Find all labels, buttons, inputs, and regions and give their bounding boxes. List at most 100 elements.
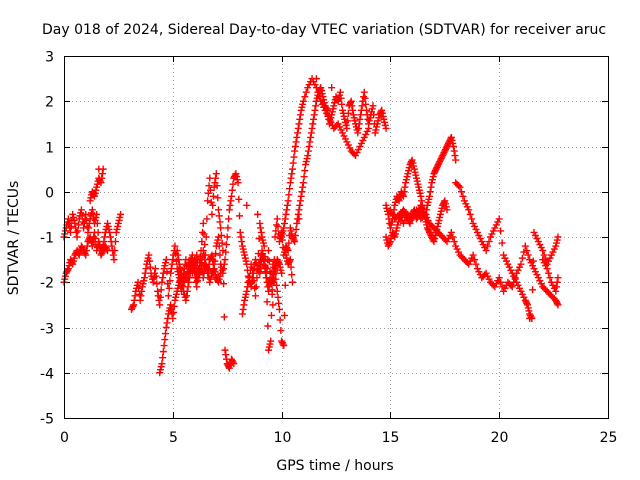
data-point xyxy=(290,236,298,244)
data-point xyxy=(166,277,174,285)
data-point xyxy=(75,221,83,229)
data-point xyxy=(484,242,492,250)
data-point xyxy=(141,274,149,282)
data-point xyxy=(72,228,80,236)
data-point xyxy=(162,330,170,338)
data-point xyxy=(451,152,459,160)
data-point xyxy=(226,201,234,209)
data-point xyxy=(159,269,167,277)
data-point xyxy=(429,236,437,244)
data-point xyxy=(280,342,288,350)
data-point xyxy=(64,266,72,274)
data-point xyxy=(221,346,229,354)
data-point xyxy=(267,337,275,345)
data-points xyxy=(60,75,562,377)
data-point xyxy=(221,256,229,264)
data-point xyxy=(299,179,307,187)
data-point xyxy=(142,265,150,273)
data-point xyxy=(219,269,227,277)
data-point xyxy=(163,268,171,276)
x-tick-label: 10 xyxy=(274,430,292,446)
data-point xyxy=(170,302,178,310)
data-point xyxy=(440,198,448,206)
x-tick-label: 25 xyxy=(600,430,618,446)
data-point xyxy=(181,275,189,283)
data-point xyxy=(521,242,529,250)
data-point xyxy=(213,182,221,190)
data-point xyxy=(174,251,182,259)
data-point xyxy=(98,170,106,178)
data-point xyxy=(288,165,296,173)
data-point xyxy=(302,88,310,96)
data-point xyxy=(275,305,283,313)
data-point xyxy=(495,215,503,223)
data-point xyxy=(234,179,242,187)
data-point xyxy=(285,191,293,199)
data-point xyxy=(292,138,300,146)
data-point xyxy=(215,212,223,220)
data-point xyxy=(220,260,228,268)
data-point xyxy=(276,316,284,324)
data-point xyxy=(282,210,290,218)
data-point xyxy=(254,265,262,273)
data-point xyxy=(103,245,111,253)
data-point xyxy=(93,219,101,227)
data-point xyxy=(90,191,98,199)
data-point xyxy=(269,301,277,309)
data-point xyxy=(238,238,246,246)
data-point xyxy=(365,124,373,132)
data-point xyxy=(293,133,301,141)
data-point xyxy=(108,242,116,250)
data-point xyxy=(299,97,307,105)
data-point xyxy=(292,225,300,233)
data-point xyxy=(251,292,259,300)
data-point xyxy=(209,266,217,274)
data-point xyxy=(88,242,96,250)
x-axis-label: GPS time / hours xyxy=(276,458,393,474)
data-point xyxy=(294,210,302,218)
data-point xyxy=(257,224,265,232)
data-point xyxy=(529,286,537,294)
data-point xyxy=(296,115,304,123)
data-point xyxy=(288,271,296,279)
data-point xyxy=(311,106,319,114)
data-point xyxy=(286,256,294,264)
data-point xyxy=(222,351,230,359)
data-point xyxy=(418,204,426,212)
data-point xyxy=(88,206,96,214)
data-point xyxy=(207,186,215,194)
data-point xyxy=(369,102,377,110)
data-point xyxy=(231,171,239,179)
data-point xyxy=(354,124,362,132)
data-point xyxy=(205,182,213,190)
data-point xyxy=(301,167,309,175)
y-tick-label: -4 xyxy=(40,367,54,383)
data-point xyxy=(159,348,167,356)
data-point xyxy=(399,192,407,200)
data-point xyxy=(71,219,79,227)
data-point xyxy=(98,174,106,182)
data-point xyxy=(291,238,299,246)
data-point xyxy=(82,251,90,259)
data-point xyxy=(450,143,458,150)
data-point xyxy=(289,159,297,167)
data-point xyxy=(167,269,175,277)
data-point xyxy=(73,233,81,241)
data-point xyxy=(164,292,172,300)
data-point xyxy=(169,314,177,322)
data-point xyxy=(297,192,305,200)
data-point xyxy=(287,263,295,271)
data-point xyxy=(227,197,235,205)
data-point xyxy=(212,170,220,178)
data-point xyxy=(136,296,144,304)
data-point xyxy=(156,293,164,301)
data-point xyxy=(162,256,170,264)
data-point xyxy=(288,278,296,286)
data-point xyxy=(271,233,279,241)
data-point xyxy=(158,278,166,286)
data-point xyxy=(216,251,224,259)
data-point xyxy=(160,342,168,350)
data-point xyxy=(251,284,259,292)
data-point xyxy=(286,185,294,193)
data-point xyxy=(138,287,146,295)
